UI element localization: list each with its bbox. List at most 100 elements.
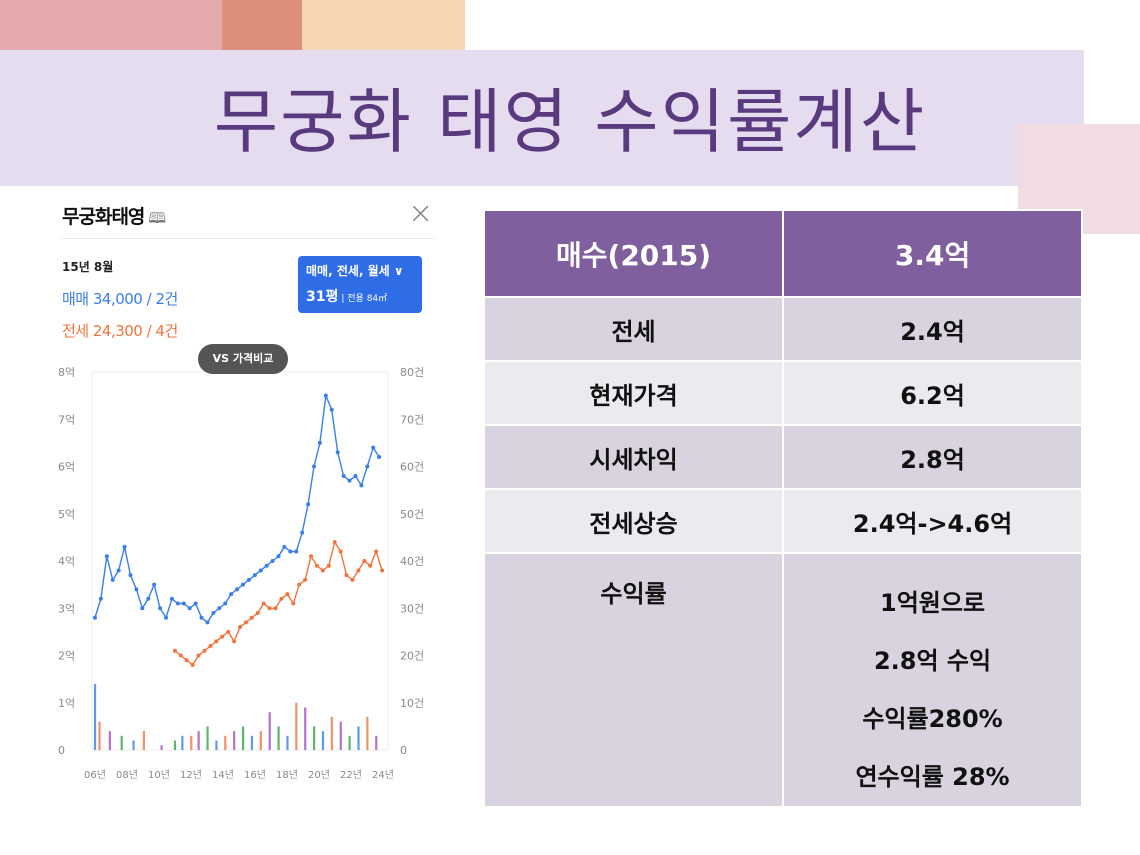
row-label: 수익률 bbox=[482, 552, 785, 808]
series-point-1 bbox=[243, 620, 248, 625]
x-axis-label: 18년 bbox=[276, 769, 298, 781]
volume-bar bbox=[304, 707, 307, 750]
x-axis-label: 10년 bbox=[148, 769, 170, 781]
volume-bar bbox=[98, 721, 101, 750]
series-point-0 bbox=[246, 577, 251, 582]
volume-bar bbox=[295, 702, 298, 750]
volume-bar bbox=[197, 731, 200, 750]
series-point-0 bbox=[288, 549, 293, 554]
series-point-1 bbox=[273, 606, 278, 611]
y-axis-right-label: 60건 bbox=[400, 461, 424, 474]
volume-bar bbox=[339, 721, 342, 750]
series-point-1 bbox=[232, 639, 237, 644]
y-axis-left-label: 5억 bbox=[58, 508, 75, 521]
series-point-1 bbox=[338, 549, 343, 554]
series-point-1 bbox=[332, 540, 337, 545]
volume-bar bbox=[241, 726, 245, 750]
y-axis-right-label: 40건 bbox=[400, 555, 424, 568]
volume-bar bbox=[206, 726, 209, 750]
close-icon[interactable]: × bbox=[408, 196, 434, 231]
volume-bar bbox=[357, 726, 360, 750]
series-point-1 bbox=[238, 625, 242, 630]
y-axis-left-label: 3억 bbox=[58, 602, 75, 615]
series-point-0 bbox=[217, 606, 222, 611]
series-point-0 bbox=[294, 549, 299, 554]
profit-table: 매수(2015) 3.4억 전세 2.4억 현재가격 6.2억 시세차익 2.8… bbox=[482, 209, 1083, 808]
volume-bar bbox=[259, 731, 262, 750]
filter-size-label: 31평 | 전용 84㎡ bbox=[306, 286, 387, 306]
y-axis-right-label: 20건 bbox=[400, 650, 424, 663]
series-point-1 bbox=[267, 606, 272, 611]
series-point-1 bbox=[279, 596, 284, 601]
series-point-1 bbox=[291, 601, 296, 606]
series-point-1 bbox=[255, 610, 260, 615]
series-point-0 bbox=[181, 601, 186, 606]
volume-bar bbox=[233, 731, 236, 750]
series-point-0 bbox=[169, 596, 174, 601]
return-line: 수익률280% bbox=[862, 705, 1003, 733]
header-value: 3.4억 bbox=[782, 209, 1083, 298]
x-axis-label: 16년 bbox=[244, 769, 266, 781]
series-point-0 bbox=[252, 573, 257, 578]
series-point-0 bbox=[341, 473, 346, 478]
series-point-0 bbox=[140, 606, 145, 611]
volume-bar bbox=[132, 740, 135, 750]
volume-bar bbox=[173, 740, 177, 750]
series-point-1 bbox=[314, 563, 319, 568]
divider bbox=[62, 238, 434, 239]
header-label: 매수(2015) bbox=[482, 209, 785, 298]
volume-bar bbox=[321, 731, 325, 750]
volume-bar bbox=[348, 735, 351, 750]
series-point-1 bbox=[344, 573, 349, 578]
y-axis-right-label: 30건 bbox=[400, 602, 424, 615]
x-axis-label: 12년 bbox=[180, 769, 202, 781]
y-axis-right-label: 70건 bbox=[400, 413, 424, 426]
y-axis-left-label: 8억 bbox=[58, 366, 75, 379]
series-point-0 bbox=[199, 615, 204, 620]
series-point-0 bbox=[353, 473, 358, 478]
y-axis-left-label: 2억 bbox=[58, 650, 75, 663]
map-icon[interactable]: 🕮 bbox=[148, 209, 166, 227]
table-header-row: 매수(2015) 3.4억 bbox=[482, 209, 1083, 298]
series-point-0 bbox=[116, 568, 121, 573]
x-axis-label: 22년 bbox=[340, 769, 362, 781]
volume-bar bbox=[160, 745, 163, 750]
table-row-return: 수익률 1억원으로 2.8억 수익 수익률280% 연수익률 28% bbox=[482, 552, 1083, 808]
filter-types-label: 매매, 전세, 월세 ∨ bbox=[306, 264, 404, 278]
series-line-1 bbox=[174, 540, 383, 666]
series-point-1 bbox=[303, 577, 308, 582]
x-axis-label: 08년 bbox=[116, 769, 138, 781]
y-axis-left-label: 1억 bbox=[58, 697, 75, 710]
series-point-1 bbox=[356, 568, 361, 573]
volume-bar bbox=[366, 716, 369, 750]
series-point-0 bbox=[282, 544, 287, 549]
y-axis-left-label: 7억 bbox=[58, 413, 75, 426]
volume-bar bbox=[215, 740, 218, 750]
row-label: 현재가격 bbox=[482, 360, 785, 426]
series-point-0 bbox=[175, 601, 180, 606]
trade-type-filter-button[interactable]: 매매, 전세, 월세 ∨ 31평 | 전용 84㎡ bbox=[298, 256, 422, 313]
series-point-1 bbox=[226, 629, 231, 634]
series-point-0 bbox=[205, 620, 210, 625]
x-axis-label: 24년 bbox=[372, 769, 394, 781]
filter-pyeong: 31평 bbox=[306, 289, 339, 305]
title-band bbox=[0, 50, 1084, 186]
volume-bar bbox=[224, 735, 227, 750]
filter-area: | 전용 84㎡ bbox=[341, 294, 388, 304]
series-point-1 bbox=[368, 563, 373, 568]
volume-bar bbox=[268, 712, 271, 750]
vs-compare-button[interactable]: VS 가격비교 bbox=[198, 344, 288, 374]
series-point-0 bbox=[276, 554, 281, 559]
table-row: 시세차익 2.8억 bbox=[482, 424, 1083, 490]
series-point-1 bbox=[196, 653, 201, 658]
volume-bar bbox=[277, 726, 280, 750]
series-point-0 bbox=[134, 587, 139, 592]
series-point-0 bbox=[300, 530, 305, 535]
y-axis-left-label: 4억 bbox=[58, 555, 75, 568]
volume-bar bbox=[190, 735, 193, 750]
price-chart[interactable]: 8억 7억 6억 5억 4억 3억 2억 1억 0 80건 70건 60건 50건 40건 30건 20건 10… bbox=[56, 360, 438, 790]
series-point-0 bbox=[158, 606, 163, 611]
slide-title: 무궁화 태영 수익률계산 bbox=[213, 81, 927, 163]
series-point-0 bbox=[152, 582, 157, 587]
series-point-1 bbox=[249, 615, 254, 620]
